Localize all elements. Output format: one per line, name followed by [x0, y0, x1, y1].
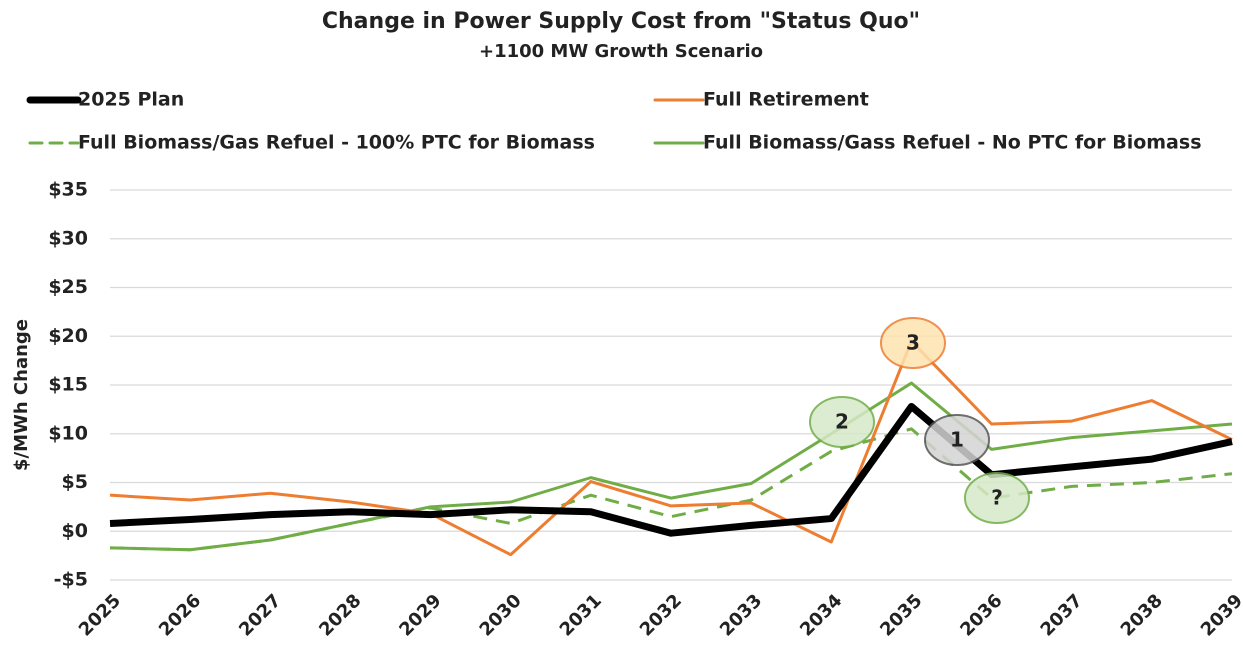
x-tick-label: 2037 — [1037, 590, 1087, 640]
legend-label: Full Biomass/Gas Refuel - 100% PTC for B… — [78, 132, 595, 154]
annotation-circle — [809, 396, 875, 448]
y-tick-label: $5 — [62, 471, 88, 493]
y-tick-label: $35 — [48, 179, 88, 201]
x-tick-label: 2026 — [155, 590, 205, 640]
y-axis-label: $/MWh Change — [11, 319, 32, 471]
x-tick-label: 2039 — [1197, 590, 1243, 640]
x-tick-label: 2035 — [876, 590, 926, 640]
annotation-label: 1 — [950, 428, 964, 452]
annotation-label: 3 — [906, 331, 920, 355]
x-tick-label: 2032 — [636, 590, 686, 640]
y-tick-label: -$5 — [54, 569, 88, 591]
x-tick-label: 2030 — [476, 590, 526, 640]
annotation-circle — [964, 472, 1030, 524]
y-tick-label: $20 — [48, 325, 88, 347]
x-tick-label: 2028 — [315, 590, 365, 640]
annotation-circle — [924, 414, 990, 466]
series-line — [109, 339, 1233, 557]
series-line — [109, 402, 1233, 537]
y-tick-label: $0 — [62, 520, 88, 542]
x-tick-label: 2027 — [235, 590, 285, 640]
series-line — [109, 381, 1233, 552]
x-tick-label: 2036 — [956, 590, 1006, 640]
x-tick-label: 2034 — [796, 590, 846, 640]
x-tick-label: 2038 — [1117, 590, 1167, 640]
chart-subtitle: +1100 MW Growth Scenario — [479, 41, 763, 62]
x-tick-label: 2033 — [716, 590, 766, 640]
y-tick-label: $15 — [48, 374, 88, 396]
annotation-label: 2 — [835, 410, 849, 434]
x-tick-label: 2029 — [395, 590, 445, 640]
annotation-circle — [880, 317, 946, 369]
annotation-label: ? — [991, 486, 1003, 510]
x-tick-label: 2031 — [556, 590, 606, 640]
x-tick-label: 2025 — [75, 590, 125, 640]
y-tick-label: $10 — [48, 422, 88, 444]
y-tick-label: $30 — [48, 227, 88, 249]
legend-label: Full Biomass/Gass Refuel - No PTC for Bi… — [703, 132, 1202, 154]
y-tick-label: $25 — [48, 276, 88, 298]
chart-title: Change in Power Supply Cost from "Status… — [322, 9, 920, 34]
legend-label: 2025 Plan — [78, 89, 184, 111]
legend-label: Full Retirement — [703, 89, 869, 111]
